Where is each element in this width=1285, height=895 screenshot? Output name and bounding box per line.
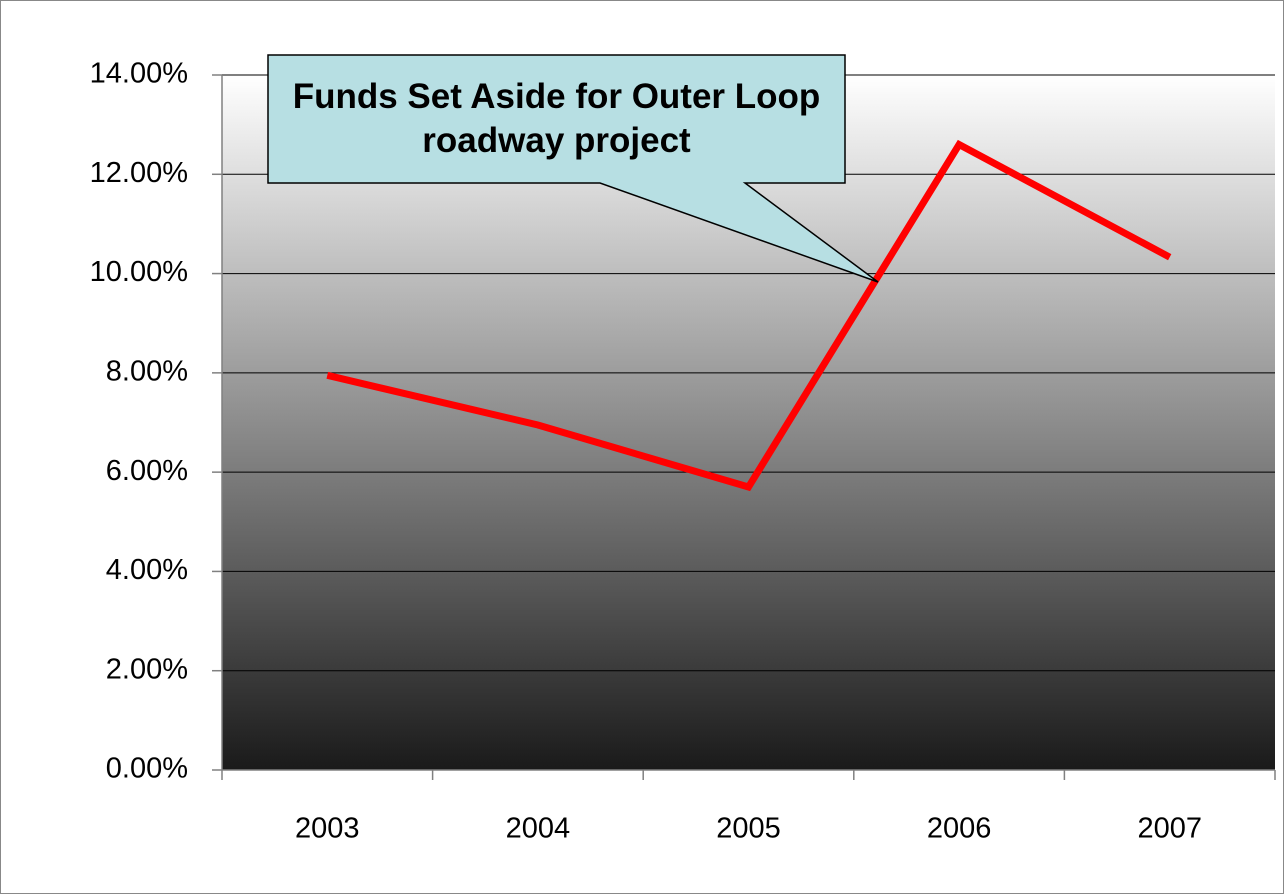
series-line [326, 139, 1172, 492]
y-tick-label: 14.00% [90, 58, 188, 90]
x-tick-label: 2003 [295, 813, 360, 845]
y-tick-label: 0.00% [106, 753, 188, 785]
x-tick-label: 2005 [716, 813, 781, 845]
y-tick-label: 10.00% [90, 256, 188, 288]
x-tick-label: 2007 [1137, 813, 1202, 845]
y-tick-label: 8.00% [106, 356, 188, 388]
y-tick-label: 4.00% [106, 554, 188, 586]
x-tick-label: 2004 [506, 813, 571, 845]
annotation: Funds Set Aside for Outer Loop roadway p… [292, 77, 821, 160]
x-tick-label: 2006 [927, 813, 992, 845]
y-tick-label: 2.00% [106, 653, 188, 685]
y-tick-label: 6.00% [106, 455, 188, 487]
callout-box [267, 54, 879, 283]
y-tick-label: 12.00% [90, 157, 188, 189]
